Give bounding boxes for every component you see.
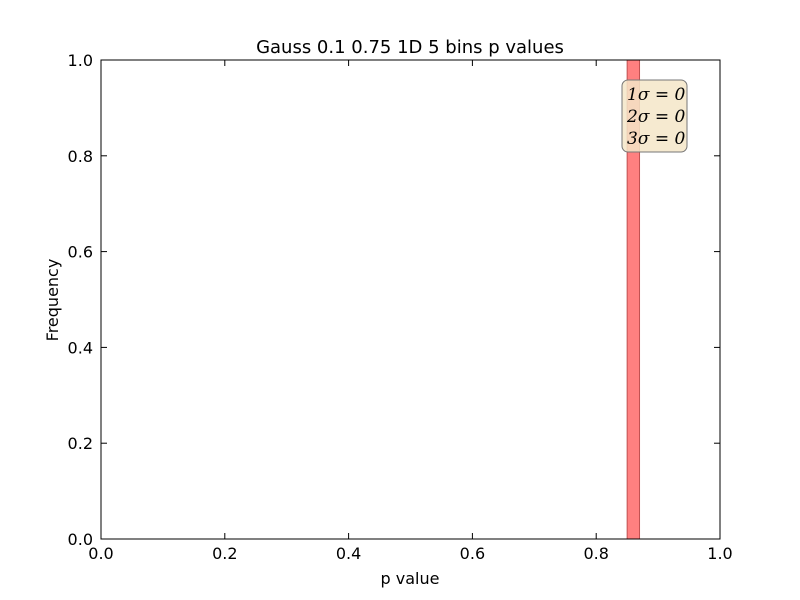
- x-tick-label-0: 0.0: [88, 544, 113, 563]
- y-tick-label-1: 0.2: [68, 434, 93, 453]
- y-tick-label-0: 0.0: [68, 530, 93, 549]
- x-tick-label-3: 0.6: [460, 544, 485, 563]
- plot-area-frame: [100, 59, 721, 540]
- x-tick-label-5: 1.0: [707, 544, 732, 563]
- y-tick-label-3: 0.6: [68, 243, 93, 262]
- x-axis-label: p value: [381, 569, 440, 588]
- x-tick-label-2: 0.4: [336, 544, 361, 563]
- sigma-annotation-box: 1σ = 0 2σ = 0 3σ = 0: [621, 79, 688, 153]
- y-tick-label-2: 0.4: [68, 338, 93, 357]
- x-tick-label-1: 0.2: [212, 544, 237, 563]
- ticks-layer: 0.0 0.2 0.4 0.6 0.8 1.0 0.0 0.2 0.4 0.6 0.8 1.0: [68, 51, 733, 563]
- y-tick-label-4: 0.8: [68, 147, 93, 166]
- y-tick-label-5: 1.0: [68, 51, 93, 70]
- annotation-line-1sigma: 1σ = 0: [627, 85, 685, 105]
- y-axis-label: Frequency: [43, 259, 62, 342]
- annotation-background: [621, 79, 688, 153]
- x-tick-label-4: 0.8: [583, 544, 608, 563]
- annotation-line-3sigma: 3σ = 0: [627, 129, 685, 149]
- chart-title: Gauss 0.1 0.75 1D 5 bins p values: [256, 37, 564, 58]
- annotation-line-2sigma: 2σ = 0: [626, 107, 685, 127]
